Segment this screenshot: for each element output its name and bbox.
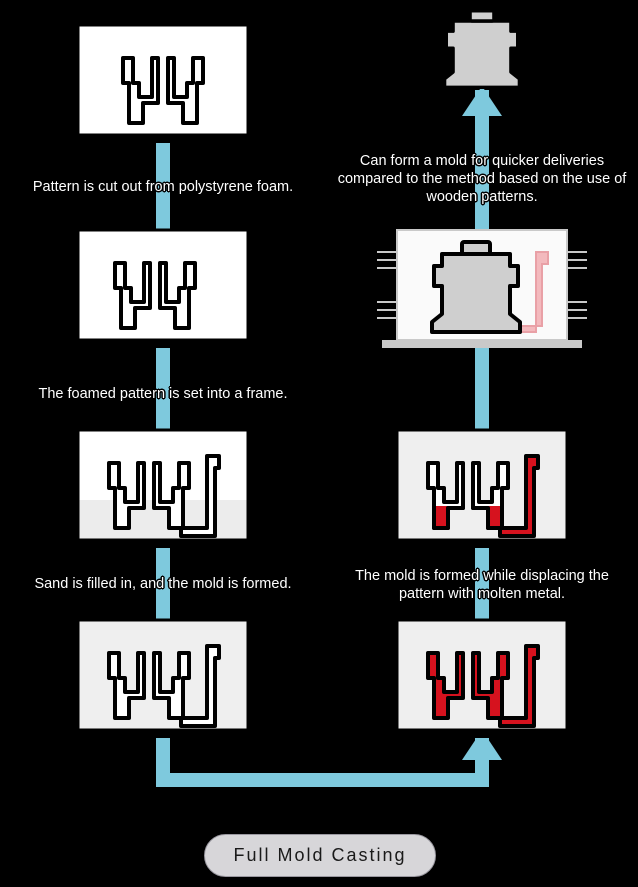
step-3-box [58,430,268,548]
caption-step3: Sand is filled in, and the mold is forme… [13,575,313,593]
step-4-right-box [377,620,587,738]
step-2-box [58,230,268,348]
diagram-title: Full Mold Casting [204,834,436,877]
arrow-head-up-2 [462,86,502,116]
caption-step5: Can form a mold for quicker deliveries c… [332,152,632,206]
caption-step1: Pattern is cut out from polystyrene foam… [13,178,313,196]
step-1-box [58,25,268,143]
caption-step2: The foamed pattern is set into a frame. [13,385,313,403]
final-product [445,11,520,88]
step-4-left-box [58,620,268,738]
step-6-box [377,230,587,348]
caption-step4: The mold is formed while displacing the … [332,567,632,603]
step-5-box [377,430,587,548]
